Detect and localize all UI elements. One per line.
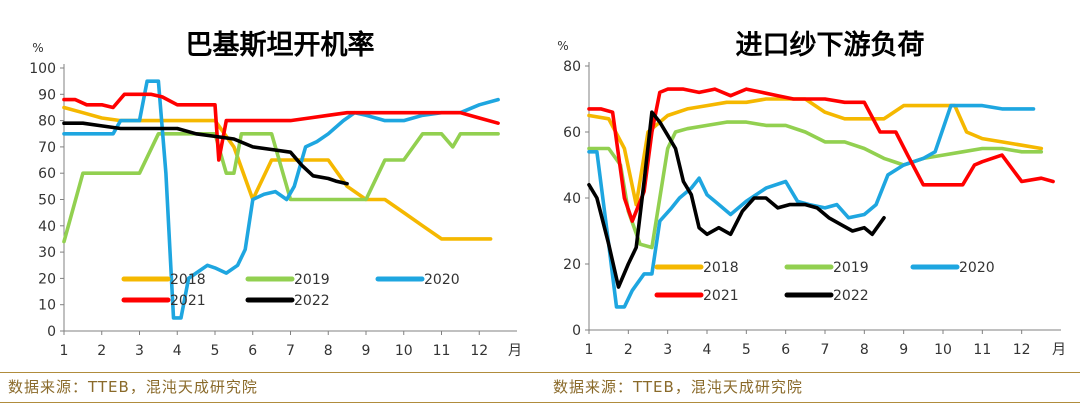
chart-panel-left: 巴基斯坦开机率% 0 10 20 30 40 50 60 70 80 90 100 1 2 3 4 5 6 7 8 9 1… bbox=[0, 0, 540, 372]
x-tick-label: 9 bbox=[899, 342, 908, 358]
chart-title: 巴基斯坦开机率 bbox=[186, 29, 375, 61]
x-tick-label: 1 bbox=[585, 342, 594, 358]
x-tick-label: 5 bbox=[211, 343, 220, 359]
x-tick-label: 2 bbox=[97, 343, 106, 359]
y-tick-label: 80 bbox=[563, 59, 581, 75]
footer-bottom-rule bbox=[0, 402, 1080, 403]
y-tick-label: 90 bbox=[38, 87, 56, 103]
legend-label-2019: 2019 bbox=[294, 272, 330, 288]
x-tick-label: 8 bbox=[860, 342, 869, 358]
y-tick-label: 20 bbox=[563, 257, 581, 273]
x-tick-label: 7 bbox=[821, 342, 830, 358]
x-tick-label: 6 bbox=[248, 343, 257, 359]
y-tick-label: 50 bbox=[38, 193, 56, 209]
x-tick-label: 5 bbox=[742, 342, 751, 358]
source-note-right: 数据来源：TTEB，混沌天成研究院 bbox=[553, 378, 803, 396]
y-axis-unit: % bbox=[557, 39, 568, 53]
legend-label-2022: 2022 bbox=[294, 293, 330, 309]
source-note-left: 数据来源：TTEB，混沌天成研究院 bbox=[8, 378, 258, 396]
x-tick-label: 9 bbox=[362, 343, 371, 359]
x-tick-label: 4 bbox=[173, 343, 182, 359]
x-tick-label: 10 bbox=[395, 343, 413, 359]
footer-top-rule bbox=[0, 372, 1080, 373]
y-tick-label: 10 bbox=[38, 298, 56, 314]
series-line-2019 bbox=[587, 120, 1044, 250]
series-line-2022 bbox=[587, 110, 886, 289]
x-tick-label: 11 bbox=[433, 343, 451, 359]
x-tick-label: 2 bbox=[624, 342, 633, 358]
series-line-2020 bbox=[587, 103, 1036, 309]
y-tick-label: 40 bbox=[38, 219, 56, 235]
legend-label-2021: 2021 bbox=[703, 288, 739, 304]
y-tick-label: 40 bbox=[563, 191, 581, 207]
y-tick-label: 0 bbox=[47, 324, 56, 340]
series-line-2020 bbox=[62, 79, 500, 320]
legend-label-2019: 2019 bbox=[833, 260, 869, 276]
chart-panel-right: 进口纱下游负荷% 0 20 40 60 80 1 2 3 4 5 6 7 8 9 10 11 12 月 2018 201… bbox=[540, 0, 1080, 372]
y-tick-label: 80 bbox=[38, 114, 56, 130]
x-axis-unit: 月 bbox=[508, 343, 522, 359]
legend-label-2021: 2021 bbox=[170, 293, 206, 309]
series-line-2019 bbox=[62, 132, 500, 244]
legend-label-2018: 2018 bbox=[703, 260, 739, 276]
legend-label-2020: 2020 bbox=[424, 272, 460, 288]
y-tick-label: 60 bbox=[563, 125, 581, 141]
y-tick-label: 20 bbox=[38, 271, 56, 287]
series-line-2021 bbox=[62, 92, 500, 162]
y-tick-label: 60 bbox=[38, 166, 56, 182]
y-tick-label: 70 bbox=[38, 140, 56, 156]
x-axis-unit: 月 bbox=[1052, 342, 1066, 358]
x-tick-label: 1 bbox=[60, 343, 69, 359]
x-tick-label: 4 bbox=[703, 342, 712, 358]
x-tick-label: 3 bbox=[135, 343, 144, 359]
x-tick-label: 12 bbox=[470, 343, 488, 359]
legend-label-2022: 2022 bbox=[833, 288, 869, 304]
y-axis-unit: % bbox=[32, 41, 43, 55]
legend-label-2018: 2018 bbox=[170, 272, 206, 288]
y-tick-label: 0 bbox=[572, 323, 581, 339]
y-tick-label: 100 bbox=[29, 61, 56, 77]
x-tick-label: 12 bbox=[1013, 342, 1031, 358]
x-tick-label: 11 bbox=[973, 342, 991, 358]
x-tick-label: 8 bbox=[324, 343, 333, 359]
x-tick-label: 3 bbox=[663, 342, 672, 358]
chart-title: 进口纱下游负荷 bbox=[736, 30, 925, 61]
series-line-2022 bbox=[62, 121, 349, 186]
x-tick-label: 10 bbox=[934, 342, 952, 358]
x-tick-label: 7 bbox=[286, 343, 295, 359]
x-tick-label: 6 bbox=[781, 342, 790, 358]
y-tick-label: 30 bbox=[38, 245, 56, 261]
legend-label-2020: 2020 bbox=[959, 260, 995, 276]
